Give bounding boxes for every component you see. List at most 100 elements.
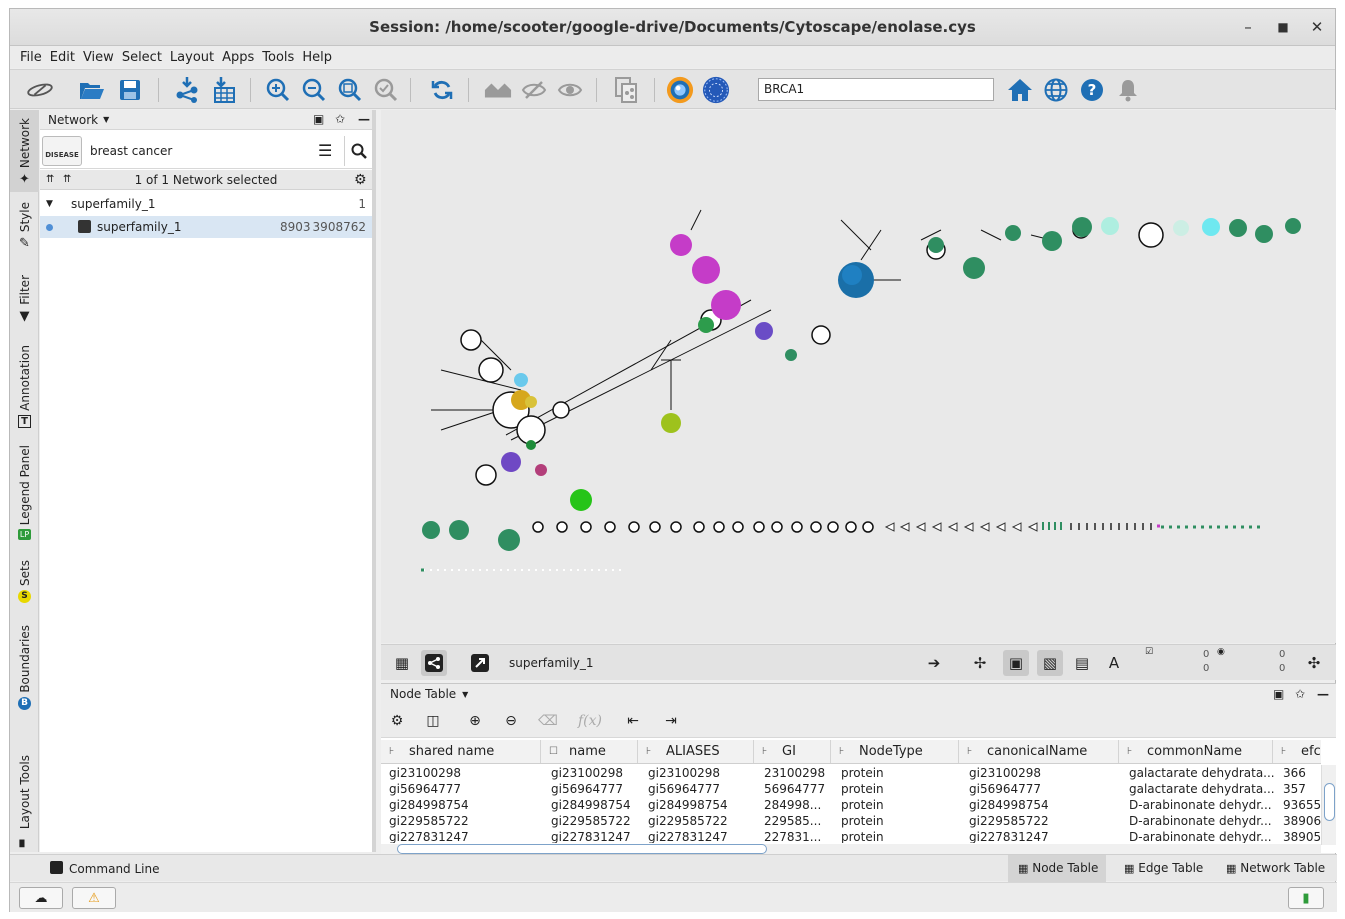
column-header[interactable]: ⊦ efc — [1273, 740, 1321, 763]
new-network-from-selection-icon[interactable] — [612, 76, 640, 104]
collapse-all-icon[interactable]: ⇈ — [46, 174, 55, 185]
float-panel-icon[interactable]: ▣ — [1273, 687, 1285, 701]
zoom-fit-icon[interactable] — [336, 76, 364, 104]
expand-triangle-icon[interactable]: ▼ — [46, 199, 53, 209]
table-row[interactable]: gi284998754 gi284998754 gi284998754 2849… — [389, 798, 1321, 812]
menu-select[interactable]: Select — [121, 49, 162, 65]
edge-selection-mode-icon[interactable]: ▧ — [1037, 650, 1063, 676]
options-menu-icon[interactable]: ☰ — [318, 141, 333, 160]
minimize-panel-icon[interactable]: — — [358, 112, 370, 126]
table-row[interactable]: gi23100298 gi23100298 gi23100298 2310029… — [389, 766, 1306, 780]
column-visibility-icon[interactable]: ◫ — [426, 713, 440, 729]
cytoscape-logo-icon[interactable] — [26, 76, 54, 104]
column-header[interactable]: ⊦ commonName — [1119, 740, 1273, 763]
minimize-button[interactable]: – — [1278, 18, 1286, 36]
navigator-icon[interactable]: ✣ — [1307, 654, 1321, 672]
zoom-out-icon[interactable] — [300, 76, 328, 104]
menu-tools[interactable]: Tools — [262, 49, 295, 65]
collection-row[interactable]: ▼ superfamily_1 1 — [40, 193, 372, 215]
label-selection-mode-icon[interactable]: A — [1108, 654, 1120, 672]
menu-file[interactable]: File — [20, 49, 42, 65]
table-row[interactable]: gi227831247 gi227831247 gi227831247 2278… — [389, 830, 1321, 843]
trash-icon[interactable]: ⌫ — [538, 713, 558, 729]
add-column-icon[interactable]: ⊕ — [469, 713, 481, 729]
column-header[interactable]: ⊦ GI — [754, 740, 831, 763]
annotation-selection-mode-icon[interactable]: ▤ — [1074, 654, 1090, 672]
chevron-down-icon[interactable]: ▼ — [103, 115, 110, 124]
network-view-icon[interactable] — [421, 650, 447, 676]
maximize-icon[interactable]: ■ — [1277, 20, 1289, 34]
import-table-icon[interactable]: ⇤ — [627, 713, 639, 729]
menu-edit[interactable]: Edit — [49, 49, 75, 65]
warning-icon[interactable]: ⚠ — [72, 887, 116, 909]
app-orange-icon[interactable] — [666, 76, 694, 104]
float-panel-icon[interactable]: ▣ — [313, 112, 325, 126]
menu-apps[interactable]: Apps — [222, 49, 255, 65]
tab-layout-tools[interactable]: Layout Tools ▖ — [17, 755, 32, 849]
expand-all-icon[interactable]: ⇈ — [63, 174, 72, 185]
menu-help[interactable]: Help — [302, 49, 332, 65]
column-header[interactable]: ⊦ NodeType — [831, 740, 959, 763]
memory-status-icon[interactable]: ▮ — [1288, 887, 1324, 909]
cloud-icon[interactable]: ☁ — [19, 887, 63, 909]
gear-icon[interactable]: ⚙ — [390, 713, 404, 729]
tab-sets[interactable]: Sets S — [17, 560, 32, 603]
close-icon[interactable]: ✕ — [1310, 18, 1324, 36]
zoom-selected-icon[interactable] — [372, 76, 400, 104]
chevron-down-icon[interactable]: ▼ — [462, 689, 469, 699]
refresh-icon[interactable] — [428, 76, 456, 104]
tab-legend-panel[interactable]: Legend Panel LP — [17, 445, 32, 541]
command-line-button[interactable]: Command Line — [69, 862, 160, 876]
globe-icon[interactable] — [1042, 76, 1070, 104]
home-icon[interactable] — [1006, 76, 1034, 104]
node-selection-mode-icon[interactable]: ▣ — [1003, 650, 1029, 676]
network-graph[interactable] — [381, 110, 1336, 643]
table-row[interactable]: gi56964777 gi56964777 gi56964777 5696477… — [389, 782, 1306, 796]
tab-node-table[interactable]: ▦ Node Table — [1008, 855, 1106, 882]
vertical-scroll-thumb[interactable] — [1324, 783, 1335, 821]
function-builder-icon[interactable]: f(x) — [577, 713, 602, 729]
open-session-icon[interactable] — [78, 76, 106, 104]
horizontal-scroll-thumb[interactable] — [397, 844, 767, 854]
minimize-icon[interactable]: – — [1244, 18, 1252, 36]
tab-edge-table[interactable]: ▦ Edge Table — [1124, 861, 1204, 875]
import-network-icon[interactable] — [173, 76, 201, 104]
import-table-icon[interactable] — [210, 76, 238, 104]
layout-icon[interactable]: ✢ — [973, 654, 987, 672]
zoom-in-icon[interactable] — [264, 76, 292, 104]
notification-bell-icon[interactable] — [1114, 76, 1142, 104]
app-globe-network-icon[interactable] — [702, 76, 730, 104]
export-network-icon[interactable]: ➔ — [927, 654, 941, 672]
table-vertical-scrollbar[interactable] — [1321, 765, 1336, 845]
network-row[interactable]: superfamily_1 8903 3908762 — [40, 216, 372, 238]
column-header[interactable]: ☐ name — [541, 740, 638, 763]
detach-view-icon[interactable] — [467, 650, 493, 676]
network-query-input[interactable]: breast cancer — [90, 144, 173, 158]
grid-view-icon[interactable]: ▦ — [394, 654, 410, 672]
pin-icon[interactable]: ✩ — [1295, 687, 1306, 701]
show-selected-icon[interactable] — [556, 76, 584, 104]
column-header[interactable]: ⊦ canonicalName — [959, 740, 1119, 763]
search-button[interactable] — [344, 136, 372, 166]
table-panel-title[interactable]: Node Table — [390, 687, 457, 701]
export-table-icon[interactable]: ⇥ — [665, 713, 677, 729]
disease-search-selector[interactable]: DISEASE — [42, 136, 82, 166]
tab-network-table[interactable]: ▦ Network Table — [1226, 861, 1326, 875]
menu-layout[interactable]: Layout — [169, 49, 215, 65]
show-all-icon[interactable] — [484, 76, 512, 104]
tab-filter[interactable]: Filter ▼ — [17, 275, 32, 324]
network-search-input[interactable]: BRCA1 — [758, 78, 994, 101]
tab-network[interactable]: Network ✦ — [10, 110, 39, 192]
pin-icon[interactable]: ✩ — [335, 112, 346, 126]
minimize-panel-icon[interactable]: — — [1317, 687, 1329, 701]
tab-style[interactable]: Style ✎ — [17, 202, 32, 252]
tab-boundaries[interactable]: Boundaries B — [17, 625, 32, 710]
column-header[interactable]: ⊦ ALIASES — [638, 740, 754, 763]
gear-icon[interactable]: ⚙ — [354, 172, 367, 188]
save-session-icon[interactable] — [116, 76, 144, 104]
tab-annotation[interactable]: Annotation T — [17, 345, 32, 428]
table-horizontal-scrollbar[interactable] — [381, 844, 1321, 854]
menu-view[interactable]: View — [82, 49, 114, 65]
remove-column-icon[interactable]: ⊖ — [505, 713, 517, 729]
help-icon[interactable]: ? — [1078, 76, 1106, 104]
